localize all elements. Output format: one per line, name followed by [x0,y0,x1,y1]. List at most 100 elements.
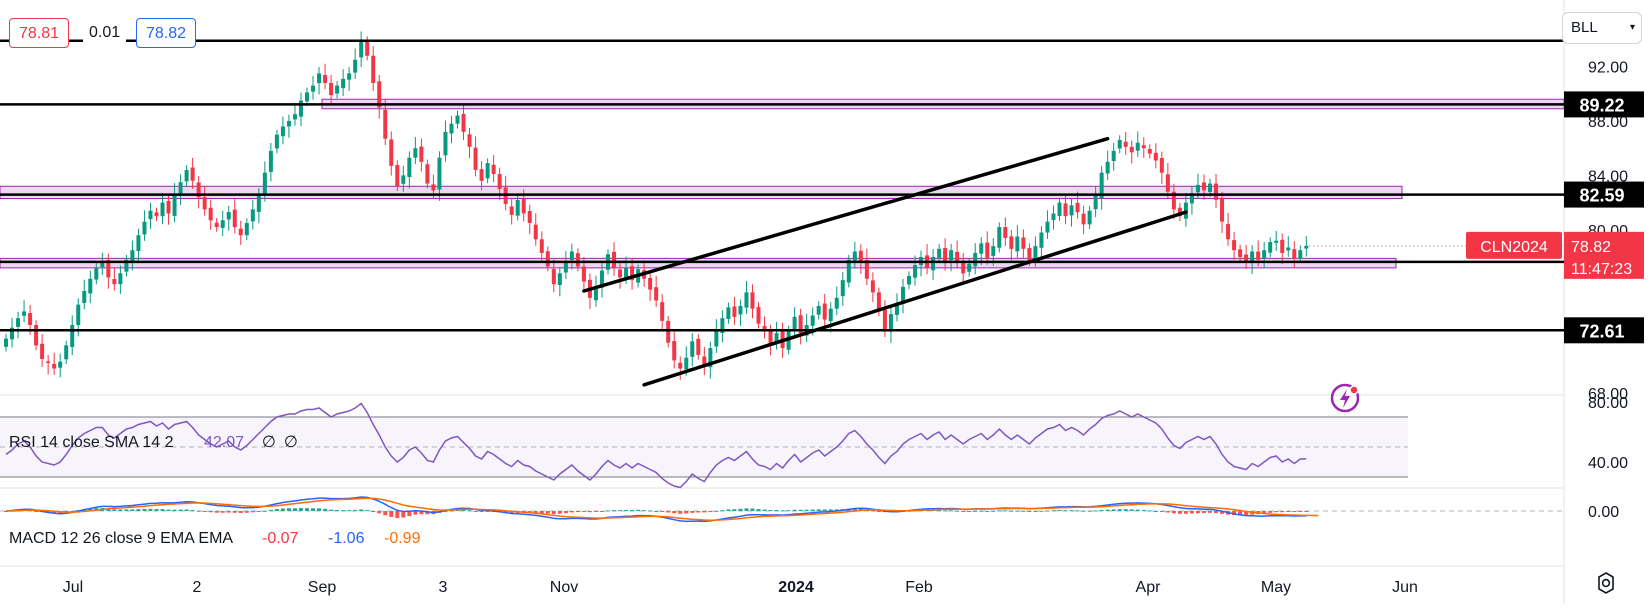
candle[interactable] [1099,166,1104,210]
candle[interactable] [900,278,905,314]
candle[interactable] [756,302,761,329]
candle[interactable] [822,293,827,328]
candle[interactable] [533,213,538,246]
bid-price-button[interactable]: 78.81 [9,18,70,48]
candle[interactable] [1153,143,1158,169]
candle[interactable] [702,346,707,376]
candle[interactable] [1021,229,1026,259]
candle[interactable] [323,63,328,90]
horizontal-levels[interactable] [0,39,1564,332]
candle[interactable] [618,263,623,289]
candle[interactable] [943,238,948,271]
candle[interactable] [485,158,490,184]
candle[interactable] [1015,225,1020,258]
candle[interactable] [1298,245,1303,264]
candle[interactable] [672,331,677,369]
candle[interactable] [515,195,520,221]
candle[interactable] [654,275,659,307]
candle[interactable] [238,220,243,245]
trend-line-lower[interactable] [642,210,1188,387]
candle[interactable] [1129,140,1134,164]
candle[interactable] [389,131,394,176]
symbol-search-box[interactable]: BLL ▾ [1562,12,1642,44]
candle[interactable] [732,296,737,325]
candle[interactable] [852,241,857,269]
candle[interactable] [142,210,147,241]
candle[interactable] [46,355,51,375]
candle[interactable] [792,307,797,339]
candle[interactable] [437,151,442,201]
candle[interactable] [599,262,604,298]
candle[interactable] [1147,144,1152,159]
candle[interactable] [106,253,111,289]
candle[interactable] [184,165,189,187]
candle[interactable] [1093,186,1098,218]
candle[interactable] [888,307,893,343]
candle[interactable] [1063,193,1068,225]
candle[interactable] [612,242,617,276]
candle[interactable] [774,321,779,350]
candle[interactable] [88,270,93,304]
candle[interactable] [569,243,574,270]
candle[interactable] [178,174,183,205]
candle[interactable] [985,231,990,265]
candle[interactable] [4,333,8,352]
candle[interactable] [708,341,713,379]
candle[interactable] [274,129,279,154]
candle[interactable] [124,254,129,277]
candle[interactable] [720,310,725,343]
candle[interactable] [268,142,273,182]
candle[interactable] [557,266,562,297]
candle[interactable] [551,259,556,293]
candle[interactable] [798,308,803,345]
candle[interactable] [136,228,141,263]
trend-channel[interactable] [582,136,1188,387]
candle[interactable] [286,114,291,138]
candle[interactable] [509,198,514,225]
candle[interactable] [148,202,153,229]
candle[interactable] [1165,163,1170,199]
candle[interactable] [666,316,671,348]
candle[interactable] [738,299,743,326]
candle[interactable] [118,265,123,294]
candle[interactable] [10,318,15,348]
candle[interactable] [1280,233,1285,265]
candle[interactable] [40,334,45,368]
candle[interactable] [714,319,719,353]
candle[interactable] [545,246,550,272]
candle[interactable] [317,67,322,95]
candle[interactable] [762,316,767,339]
candle[interactable] [214,217,219,232]
candle[interactable] [94,263,99,285]
candle[interactable] [383,98,388,146]
macd-line[interactable] [5,496,1307,523]
candle[interactable] [335,80,340,99]
candle[interactable] [220,210,225,236]
candle[interactable] [1232,232,1237,260]
candle[interactable] [401,165,406,192]
candle[interactable] [1123,132,1128,155]
candle[interactable] [858,244,863,274]
candle[interactable] [1238,244,1243,262]
candle[interactable] [1105,150,1110,180]
candle[interactable] [696,334,701,360]
candle[interactable] [1292,241,1297,269]
candle[interactable] [1159,151,1164,184]
candle[interactable] [160,192,165,225]
candle[interactable] [660,294,665,331]
candle[interactable] [1051,205,1056,230]
candle[interactable] [1250,245,1255,274]
ask-price-button[interactable]: 78.82 [136,18,197,48]
candle[interactable] [1262,242,1267,268]
candle[interactable] [154,207,159,221]
rsi-panel[interactable] [0,402,1408,489]
lightning-icon[interactable] [1327,380,1363,416]
candle[interactable] [250,199,255,230]
macd-panel[interactable] [0,496,1564,523]
candle[interactable] [913,255,918,286]
candle[interactable] [979,237,984,266]
candle[interactable] [1135,131,1140,158]
candle[interactable] [407,151,412,189]
candle[interactable] [491,155,496,183]
